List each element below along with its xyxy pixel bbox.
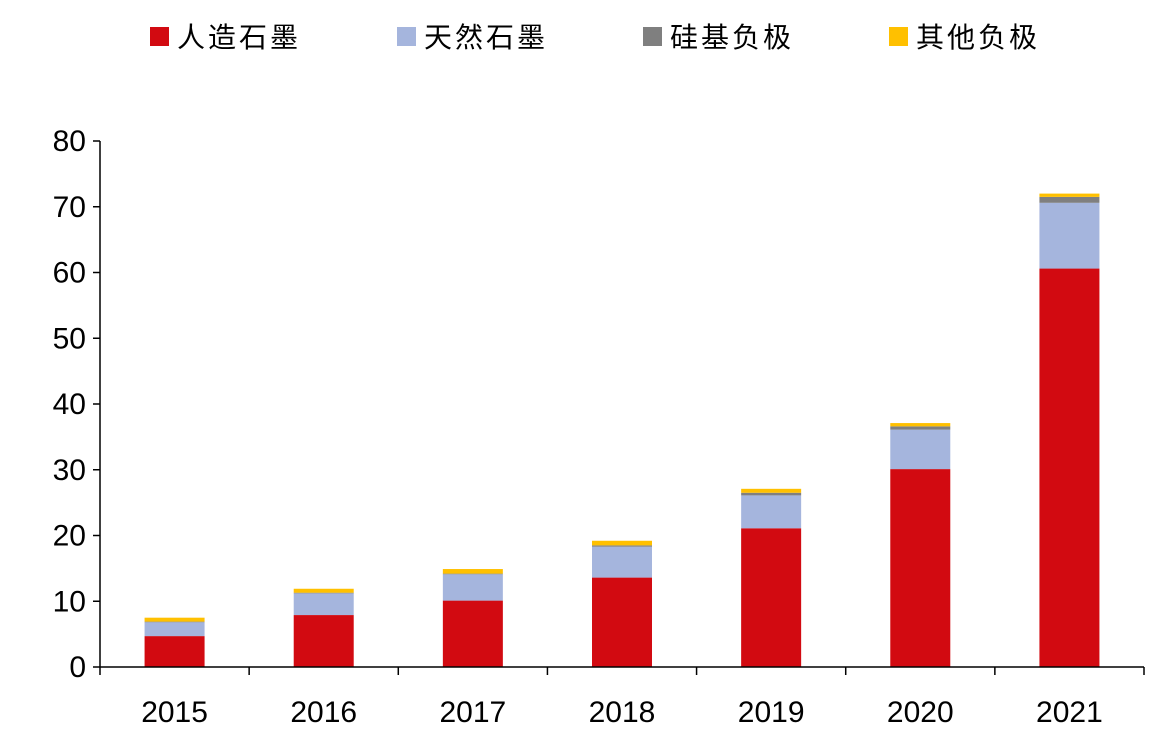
bar-2021-series-0 bbox=[1039, 268, 1100, 667]
legend-label-natural-graphite: 天然石墨 bbox=[424, 21, 549, 54]
x-tick-label-2019: 2019 bbox=[738, 696, 805, 729]
legend-item-natural-graphite: 天然石墨 bbox=[397, 16, 548, 56]
y-tick-label-20: 20 bbox=[53, 520, 86, 553]
legend-swatch-other-anode bbox=[889, 26, 908, 46]
y-tick-label-10: 10 bbox=[53, 585, 86, 618]
bar-2017-series-3 bbox=[442, 569, 503, 574]
legend-item-artificial-graphite: 人造石墨 bbox=[150, 16, 301, 56]
bar-2015-series-3 bbox=[144, 617, 205, 622]
bar-2020-series-0 bbox=[890, 469, 951, 667]
bar-2016-series-0 bbox=[293, 615, 354, 667]
x-tick-label-2021: 2021 bbox=[1036, 696, 1103, 729]
legend-label-other-anode: 其他负极 bbox=[916, 21, 1041, 54]
bar-2019-series-2 bbox=[741, 492, 802, 496]
bar-2020-series-1 bbox=[890, 429, 951, 470]
legend-swatch-artificial-graphite bbox=[150, 26, 169, 46]
bar-2018-series-0 bbox=[592, 577, 652, 667]
bar-2017-series-1 bbox=[442, 574, 503, 601]
legend-item-silicon-anode: 硅基负极 bbox=[643, 16, 794, 56]
bar-2019-series-1 bbox=[741, 495, 802, 529]
bars-group bbox=[144, 193, 1100, 667]
y-tick-label-50: 50 bbox=[53, 322, 86, 355]
bar-2017-series-0 bbox=[442, 600, 503, 667]
bar-2017-series-2 bbox=[442, 573, 503, 575]
legend-label-silicon-anode: 硅基负极 bbox=[670, 21, 795, 54]
x-tick-label-2017: 2017 bbox=[439, 696, 506, 729]
y-tick-label-80: 80 bbox=[53, 125, 86, 158]
x-tick-label-2016: 2016 bbox=[290, 696, 357, 729]
y-tick-label-60: 60 bbox=[53, 257, 86, 290]
bar-2021-series-3 bbox=[1039, 193, 1100, 197]
bar-2019-series-0 bbox=[741, 528, 802, 667]
bar-2018-series-2 bbox=[592, 545, 652, 547]
bar-2015-series-1 bbox=[144, 622, 205, 637]
bar-2016-series-3 bbox=[293, 588, 354, 593]
y-tick-label-30: 30 bbox=[53, 454, 86, 487]
legend-swatch-silicon-anode bbox=[643, 26, 662, 46]
bar-2018-series-1 bbox=[592, 546, 652, 578]
x-tick-label-2018: 2018 bbox=[589, 696, 656, 729]
x-tick-label-2015: 2015 bbox=[141, 696, 208, 729]
axes-group: 0 10 20 30 40 50 60 70 80 2015 2016 2017 2018 2019 202… bbox=[53, 125, 1145, 729]
bar-2021-series-2 bbox=[1039, 196, 1100, 203]
y-tick-label-40: 40 bbox=[53, 388, 86, 421]
bar-2021-series-1 bbox=[1039, 202, 1100, 269]
legend-label-artificial-graphite: 人造石墨 bbox=[177, 21, 302, 54]
bar-2020-series-2 bbox=[890, 426, 951, 430]
y-tick-label-70: 70 bbox=[53, 191, 86, 224]
bar-2016-series-1 bbox=[293, 593, 354, 616]
y-tick-label-0: 0 bbox=[69, 651, 86, 684]
bar-2018-series-3 bbox=[592, 540, 652, 546]
bar-2020-series-3 bbox=[890, 423, 951, 427]
legend: 人造石墨 天然石墨 硅基负极 其他负极 bbox=[0, 16, 1162, 56]
x-tick-label-2020: 2020 bbox=[887, 696, 954, 729]
legend-item-other-anode: 其他负极 bbox=[889, 16, 1040, 56]
bar-2019-series-3 bbox=[741, 488, 802, 493]
bar-2015-series-2 bbox=[144, 621, 205, 623]
bar-2015-series-0 bbox=[144, 636, 205, 667]
bar-2016-series-2 bbox=[293, 592, 354, 594]
legend-swatch-natural-graphite bbox=[397, 26, 416, 46]
